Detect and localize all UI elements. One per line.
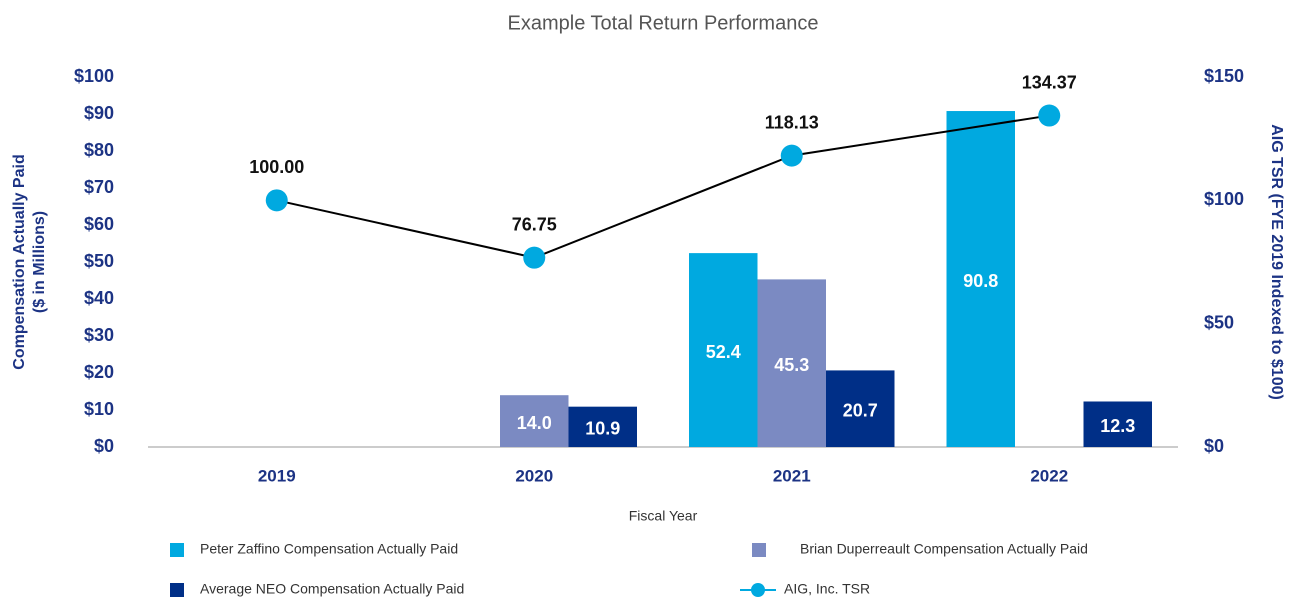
point-value-label: 100.00 xyxy=(249,157,304,177)
y2-tick-label: $150 xyxy=(1204,66,1244,86)
y-tick-label: $40 xyxy=(84,288,114,308)
legend-label: Average NEO Compensation Actually Paid xyxy=(200,581,464,597)
y2-tick-label: $100 xyxy=(1204,189,1244,209)
point-value-label: 76.75 xyxy=(512,214,557,234)
point-value-label: 118.13 xyxy=(765,112,819,132)
line-marker xyxy=(780,144,803,167)
bar xyxy=(500,395,569,447)
bar xyxy=(689,253,758,447)
bar-value-label: 90.8 xyxy=(963,271,998,291)
bar-value-label: 52.4 xyxy=(706,342,741,362)
x-tick-label: 2020 xyxy=(515,466,553,485)
y-tick-label: $20 xyxy=(84,362,114,382)
bar xyxy=(757,279,826,447)
y-axis-label: ($ in Millions) xyxy=(31,211,48,313)
legend-label: AIG, Inc. TSR xyxy=(784,581,870,597)
legend-label: Peter Zaffino Compensation Actually Paid xyxy=(200,541,458,557)
y2-axis-label: AIG TSR (FYE 2019 Indexed to $100) xyxy=(1268,124,1285,400)
bar-value-label: 45.3 xyxy=(774,355,809,375)
legend-swatch xyxy=(752,543,766,557)
y-tick-label: $80 xyxy=(84,140,114,160)
line-marker xyxy=(1038,104,1061,127)
bar-value-label: 12.3 xyxy=(1100,416,1135,436)
y-tick-label: $90 xyxy=(84,103,114,123)
legend-swatch xyxy=(170,583,184,597)
bar xyxy=(568,406,637,447)
bar xyxy=(1083,401,1152,447)
line-marker xyxy=(265,189,288,212)
y-tick-label: $60 xyxy=(84,214,114,234)
chart-title: Example Total Return Performance xyxy=(508,12,819,34)
y2-tick-label: $50 xyxy=(1204,312,1234,332)
bar xyxy=(826,370,895,447)
y-axis-label: Compensation Actually Paid xyxy=(11,154,28,369)
bar-value-label: 10.9 xyxy=(585,419,620,439)
bar xyxy=(946,111,1015,447)
y-tick-label: $100 xyxy=(74,66,114,86)
x-tick-label: 2021 xyxy=(773,466,811,485)
y-tick-label: $30 xyxy=(84,325,114,345)
y-tick-label: $50 xyxy=(84,251,114,271)
bar-value-label: 14.0 xyxy=(517,413,552,433)
x-tick-label: 2019 xyxy=(258,466,296,485)
line xyxy=(276,114,1050,259)
point-value-label: 134.37 xyxy=(1022,72,1077,92)
legend-swatch xyxy=(170,543,184,557)
y-tick-label: $70 xyxy=(84,177,114,197)
y2-tick-label: $0 xyxy=(1204,436,1224,456)
legend-marker xyxy=(751,583,765,597)
legend-label: Brian Duperreault Compensation Actually … xyxy=(800,541,1088,557)
y-tick-label: $10 xyxy=(84,399,114,419)
x-axis-label: Fiscal Year xyxy=(629,508,698,524)
bar-value-label: 20.7 xyxy=(843,400,878,420)
y-tick-label: $0 xyxy=(94,436,114,456)
line-marker xyxy=(523,246,546,269)
x-tick-label: 2022 xyxy=(1030,466,1068,485)
